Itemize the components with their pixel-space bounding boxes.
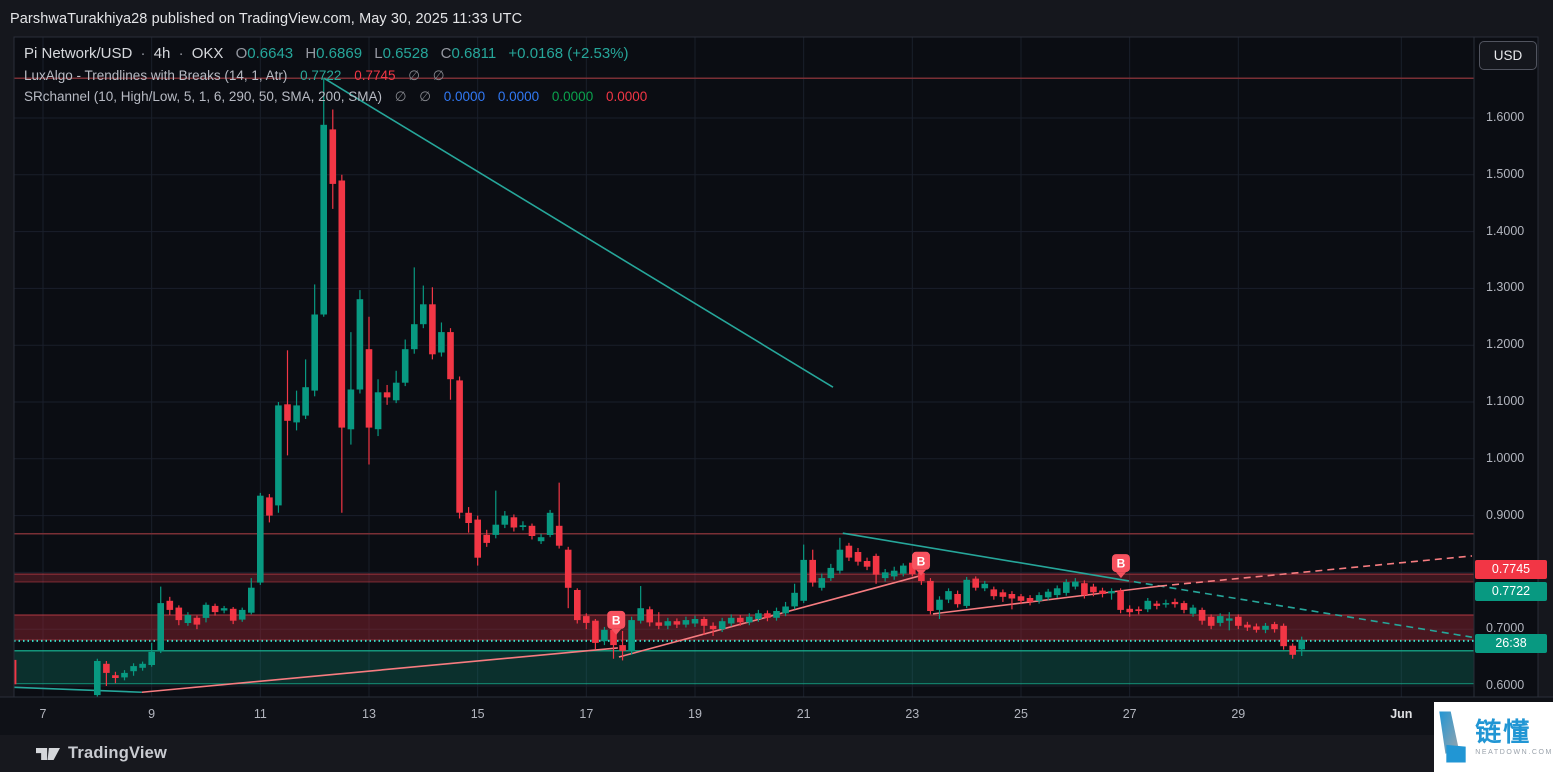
separator: · [140,45,146,62]
low-label: L [374,45,383,62]
srchannel-indicator-row[interactable]: SRchannel (10, High/Low, 5, 1, 6, 290, 5… [24,89,647,105]
published-bar: ParshwaTurakhiya28 published on TradingV… [0,0,1553,37]
luxalgo-empty-2: ∅ [432,68,445,83]
luxalgo-indicator-row[interactable]: LuxAlgo - Trendlines with Breaks (14, 1,… [24,68,445,84]
time-tick: 29 [1231,707,1246,721]
price-tick: 1.4000 [1486,223,1525,238]
luxalgo-name: LuxAlgo - Trendlines with Breaks (14, 1,… [24,68,288,83]
watermark-cn-text: 链懂 [1475,717,1532,747]
time-tick: 9 [148,707,156,721]
interval-label: 4h [153,45,171,62]
luxalgo-upper-value: 0.7722 [300,68,342,83]
price-tick: 1.3000 [1486,280,1525,295]
price-label: 26:38 [1475,633,1547,653]
currency-toggle-button[interactable]: USD [1479,41,1537,70]
srchannel-empty-1: ∅ [394,89,407,104]
change-value: +0.0168 (+2.53%) [508,45,629,62]
srchannel-value-4: 0.0000 [605,89,648,104]
price-tick: 1.0000 [1486,450,1525,465]
symbol-legend-row[interactable]: Pi Network/USD · 4h · OKX O0.6643 H0.686… [24,45,629,62]
svg-text:B: B [917,554,926,568]
tradingview-logo-link[interactable]: TradingView [36,744,167,763]
luxalgo-lower-value: 0.7745 [354,68,396,83]
time-tick: 27 [1122,707,1137,721]
price-tick: 1.2000 [1486,337,1525,352]
symbol-name: Pi Network/USD [24,45,133,62]
price-label: 0.7722 [1475,581,1547,601]
time-tick: 19 [688,707,702,721]
time-tick: 25 [1014,707,1028,721]
footer-bar: TradingView [0,735,1553,772]
price-axis[interactable]: 0.60000.70000.80000.90001.00001.10001.20… [1474,37,1553,697]
time-tick: 15 [470,707,485,721]
svg-text:B: B [612,613,621,627]
time-tick: 13 [362,707,376,721]
srchannel-value-3: 0.0000 [551,89,594,104]
tradingview-logo-icon [36,747,60,760]
watermark-badge: 链懂 NEATDOWN.COM [1434,702,1553,772]
price-tick: 1.5000 [1486,166,1525,181]
price-tick: 0.7000 [1486,621,1525,636]
time-tick: 11 [253,707,267,721]
srchannel-name: SRchannel (10, High/Low, 5, 1, 6, 290, 5… [24,89,382,104]
time-tick: 21 [796,707,811,721]
high-value: 0.6869 [316,45,363,62]
high-label: H [305,45,317,62]
low-value: 0.6528 [382,45,429,62]
time-tick: 7 [39,707,47,721]
time-tick: 17 [579,707,594,721]
price-tick: 0.9000 [1486,507,1525,522]
close-value: 0.6811 [451,45,497,62]
published-text: ParshwaTurakhiya28 published on TradingV… [10,10,523,27]
price-tick: 1.6000 [1486,110,1525,124]
tradingview-brand-text: TradingView [68,744,168,762]
time-axis[interactable]: 7 9 11 13 15 17 19 21 23 25 27 29 Jun [0,697,1553,735]
open-label: O [235,45,248,62]
srchannel-value-1: 0.0000 [443,89,486,104]
watermark-logo-icon [1439,711,1466,763]
srchannel-empty-2: ∅ [419,89,432,104]
open-value: 0.6643 [247,45,294,62]
price-label: 0.7745 [1475,559,1547,579]
price-tick: 0.6000 [1486,678,1525,692]
close-label: C [440,45,452,62]
svg-text:B: B [1117,557,1126,571]
time-tick: Jun [1390,707,1413,721]
exchange-label: OKX [191,45,224,62]
luxalgo-empty-1: ∅ [408,68,421,83]
price-tick: 1.1000 [1486,394,1525,408]
watermark-domain-text: NEATDOWN.COM [1475,749,1553,756]
separator: · [178,45,184,62]
time-tick: 23 [905,707,920,721]
srchannel-value-2: 0.0000 [497,89,540,104]
